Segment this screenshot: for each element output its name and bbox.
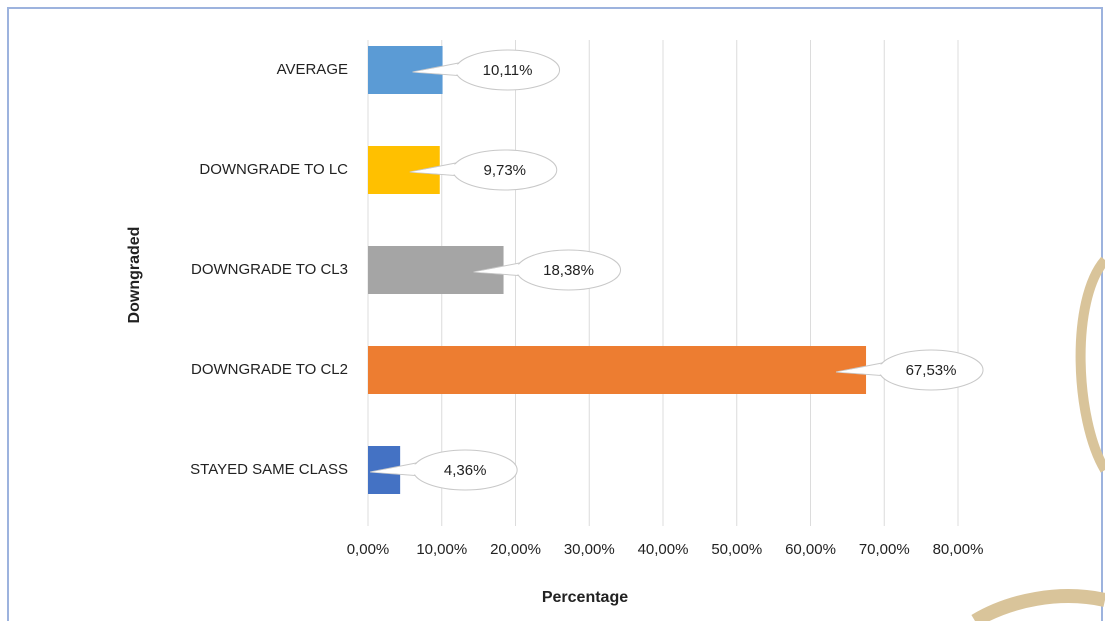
- y-tick-label: DOWNGRADE TO CL3: [191, 261, 348, 278]
- frame: [7, 7, 1103, 621]
- bar: [368, 246, 504, 294]
- decoration: [1075, 256, 1105, 473]
- x-tick-label: 10,00%: [416, 541, 467, 558]
- x-tick-label: 40,00%: [638, 541, 689, 558]
- y-tick-label: STAYED SAME CLASS: [190, 461, 348, 478]
- value-label: 67,53%: [906, 362, 957, 379]
- x-tick-label: 50,00%: [711, 541, 762, 558]
- x-tick-label: 60,00%: [785, 541, 836, 558]
- y-axis-title: Downgraded: [126, 227, 143, 324]
- x-axis-title: Percentage: [542, 589, 628, 606]
- value-label: 4,36%: [444, 462, 487, 479]
- value-label: 10,11%: [483, 62, 533, 79]
- y-tick-label: AVERAGE: [277, 61, 348, 78]
- bar: [368, 346, 867, 394]
- decoration: [971, 589, 1105, 621]
- callout-pointer-fill: [474, 263, 527, 275]
- x-tick-label: 80,00%: [933, 541, 984, 558]
- x-tick-label: 0,00%: [347, 541, 390, 558]
- x-tick-label: 30,00%: [564, 541, 615, 558]
- x-tick-label: 70,00%: [859, 541, 910, 558]
- y-tick-label: DOWNGRADE TO CL2: [191, 361, 348, 378]
- callout-pointer-fill: [371, 463, 424, 475]
- value-label: 9,73%: [483, 162, 526, 179]
- x-tick-label: 20,00%: [490, 541, 541, 558]
- callout-pointer-fill: [837, 363, 890, 375]
- y-tick-label: DOWNGRADE TO LC: [199, 161, 348, 178]
- value-label: 18,38%: [543, 262, 594, 279]
- callout-pointer-fill: [410, 163, 463, 175]
- callout-pointer-fill: [413, 63, 466, 75]
